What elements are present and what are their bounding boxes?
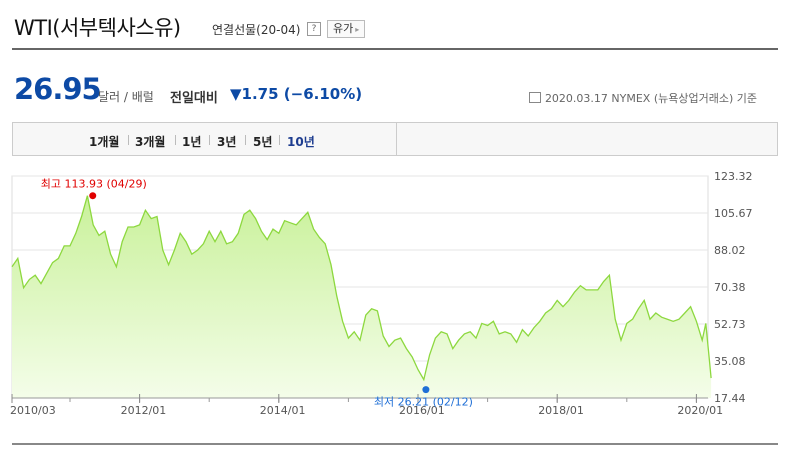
low-marker (422, 386, 430, 394)
tab-separator (279, 135, 280, 145)
price-line (11, 195, 712, 382)
tab-separator (245, 135, 246, 145)
tab-10y[interactable]: 10년 (287, 135, 315, 149)
low-label: 최저 26.21 (02/12) (374, 396, 473, 409)
tab-1y[interactable]: 1년 (182, 135, 202, 149)
x-tick-label: 2012/01 (121, 404, 167, 417)
y-tick-label: 123.32 (714, 170, 753, 183)
contract-subtitle: 연결선물(20-04) (212, 23, 301, 37)
extrema-markers: 최고 113.93 (04/29) 최저 26.21 (02/12) (41, 178, 473, 409)
y-tick-label: 105.67 (714, 207, 753, 220)
high-label: 최고 113.93 (04/29) (41, 178, 147, 191)
related-oil-label: 유가 (333, 22, 354, 35)
calendar-icon (528, 92, 541, 103)
x-tick-label: 2014/01 (260, 404, 306, 417)
y-tick-label: 17.44 (714, 392, 746, 405)
quote-meta-text: 2020.03.17 NYMEX (뉴욕상업거래소) 기준 (544, 92, 757, 105)
header-divider (12, 48, 778, 50)
tab-3y[interactable]: 3년 (217, 135, 237, 149)
change-label: 전일대비 (170, 91, 218, 106)
current-price: 26.95 (14, 72, 102, 106)
tab-1m[interactable]: 1개월 (89, 135, 120, 149)
period-tabs: 1개월 3개월 1년 3년 5년 10년 (12, 122, 778, 156)
help-icon[interactable]: ? (307, 22, 321, 36)
x-tick-label: 2010/03 (10, 404, 56, 417)
tab-separator (128, 135, 129, 145)
change-value: ▼1.75 (−6.10%) (230, 85, 363, 103)
price-area (12, 195, 712, 398)
y-axis: 123.32 105.67 88.02 70.38 52.73 35.08 17.44 (714, 170, 753, 405)
y-tick-label: 70.38 (714, 281, 746, 294)
x-tick-label: 2020/01 (677, 404, 723, 417)
y-tick-label: 35.08 (714, 355, 746, 368)
tabs-divider (396, 123, 397, 155)
tab-5y[interactable]: 5년 (253, 135, 273, 149)
tab-separator (209, 135, 210, 145)
tab-separator (175, 135, 176, 145)
footer-divider (12, 443, 778, 445)
high-marker (89, 192, 97, 200)
x-tick-label: 2018/01 (538, 404, 584, 417)
x-tick-label: 2016/01 (399, 404, 445, 417)
related-oil-button[interactable]: 유가 ▸ (327, 20, 366, 38)
quote-meta: 2020.03.17 NYMEX (뉴욕상업거래소) 기준 (528, 90, 757, 106)
y-tick-label: 88.02 (714, 244, 746, 257)
x-axis: 2010/03 2012/01 2014/01 2016/01 2018/01 2020/… (10, 394, 723, 417)
price-unit: 달러 / 배럴 (98, 90, 154, 104)
page-title: WTI(서부텍사스유) (14, 16, 181, 40)
y-tick-label: 52.73 (714, 318, 746, 331)
tab-3m[interactable]: 3개월 (135, 135, 166, 149)
chevron-right-icon: ▸ (355, 25, 360, 34)
